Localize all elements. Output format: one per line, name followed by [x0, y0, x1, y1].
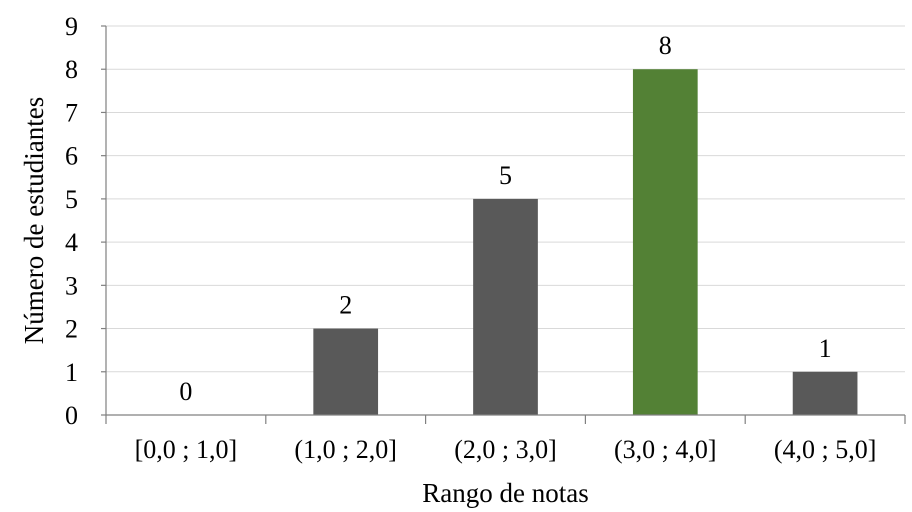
- data-label: 5: [499, 161, 512, 190]
- y-tick-label: 7: [65, 98, 78, 127]
- x-tick-labels: [0,0 ; 1,0] (1,0 ; 2,0] (2,0 ; 3,0] (3,0 ; …: [135, 435, 877, 464]
- y-tick-label: 3: [65, 271, 78, 300]
- bars: [313, 69, 858, 415]
- bar: [473, 198, 538, 415]
- y-tick-labels: 0 1 2 3 4 5 6 7 8 9: [65, 12, 78, 430]
- y-tick-label: 0: [65, 401, 78, 430]
- bar: [313, 328, 379, 415]
- axes: [101, 25, 906, 424]
- data-labels: 0 2 5 8 1: [179, 31, 831, 406]
- x-tick-label: [0,0 ; 1,0]: [135, 435, 238, 464]
- x-tick-label: (3,0 ; 4,0]: [614, 435, 717, 464]
- x-axis-title: Rango de notas: [422, 478, 588, 508]
- y-tick-label: 4: [65, 228, 78, 257]
- data-label: 8: [659, 31, 672, 60]
- x-tick-label: (4,0 ; 5,0]: [774, 435, 877, 464]
- y-tick-label: 6: [65, 142, 78, 171]
- y-tick-label: 2: [65, 315, 78, 344]
- y-tick-label: 5: [65, 185, 78, 214]
- data-label: 1: [819, 334, 832, 363]
- bar: [792, 371, 858, 415]
- x-tick-label: (1,0 ; 2,0]: [294, 435, 397, 464]
- data-label: 2: [339, 291, 352, 320]
- data-label: 0: [179, 377, 192, 406]
- x-tick-label: (2,0 ; 3,0]: [454, 435, 557, 464]
- y-tick-label: 1: [65, 358, 78, 387]
- y-tick-label: 8: [65, 55, 78, 84]
- y-axis-title: Número de estudiantes: [19, 97, 49, 344]
- bar: [632, 69, 698, 415]
- y-tick-label: 9: [65, 12, 78, 41]
